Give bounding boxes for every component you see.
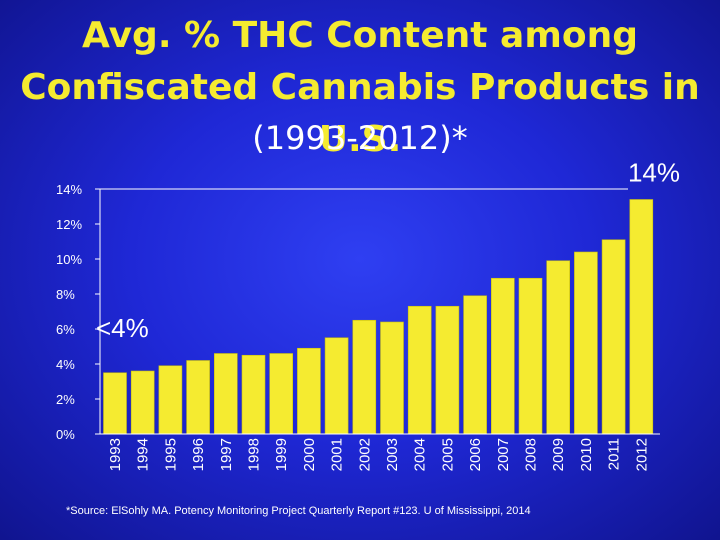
source-footnote: *Source: ElSohly MA. Potency Monitoring … — [66, 505, 531, 517]
y-tick-label: 10% — [56, 252, 82, 267]
bar-1993 — [103, 372, 127, 435]
x-tick-label: 1993 — [107, 438, 124, 471]
x-tick-label: 1996 — [190, 438, 207, 471]
bar-1995 — [158, 365, 183, 435]
annotation-label: 14% — [628, 157, 680, 187]
slide-title-line-1: Avg. % THC Content among — [82, 15, 638, 56]
slide-subtitle: (1993-2012)* — [252, 119, 468, 157]
x-tick-label: 2001 — [329, 438, 346, 471]
bar-2001 — [324, 337, 349, 435]
bar-2004 — [407, 305, 432, 435]
bar-2010 — [574, 251, 598, 435]
bar-2006 — [463, 295, 487, 435]
y-tick-label: 4% — [56, 357, 75, 372]
bar-2005 — [435, 305, 460, 435]
x-tick-label: 1998 — [246, 438, 263, 471]
y-tick-label: 0% — [56, 427, 75, 442]
y-tick-label: 12% — [56, 217, 82, 232]
x-tick-label: 2010 — [578, 438, 595, 471]
bar-1997 — [214, 353, 238, 435]
annotation-label: <4% — [96, 313, 149, 343]
x-tick-label: 2009 — [550, 438, 567, 471]
chart-annotations: <4% 14% — [96, 157, 680, 343]
x-axis-ticks: 1993 1994 1995 1996 1997 1998 1999 2000 2001 2002… — [107, 438, 650, 471]
bar-1994 — [130, 370, 155, 435]
bar-1996 — [186, 360, 210, 435]
x-tick-label: 2008 — [523, 438, 540, 471]
y-tick-label: 14% — [56, 182, 82, 197]
bar-1999 — [269, 353, 294, 435]
bar-2000 — [297, 347, 321, 435]
x-tick-label: 2007 — [495, 438, 512, 471]
bar-2009 — [546, 260, 571, 435]
bar-2012 — [629, 199, 654, 435]
x-tick-label: 2000 — [301, 438, 318, 471]
x-tick-label: 1999 — [273, 438, 290, 471]
x-tick-label: 2002 — [356, 438, 373, 471]
x-tick-label: 2004 — [412, 438, 429, 471]
bar-2007 — [490, 277, 515, 435]
x-tick-label: 2006 — [467, 438, 484, 471]
x-tick-label: 2012 — [633, 438, 650, 471]
x-tick-label: 2005 — [439, 438, 456, 471]
bar-series — [100, 199, 660, 435]
x-tick-label: 1994 — [135, 438, 152, 471]
y-axis-ticks: 0% 2% 4% 6% 8% 10% 12% 14% — [56, 182, 628, 442]
y-tick-label: 8% — [56, 287, 75, 302]
bar-2003 — [380, 321, 404, 435]
x-tick-label: 2003 — [384, 438, 401, 471]
bar-2008 — [518, 277, 543, 435]
slide-title-line-2: Confiscated Cannabis Products in U.S. — [20, 67, 700, 160]
bar-2002 — [352, 319, 377, 435]
y-tick-label: 2% — [56, 392, 75, 407]
bar-1998 — [241, 354, 266, 435]
x-tick-label: 1997 — [218, 438, 235, 471]
x-tick-label: 2011 — [606, 438, 623, 470]
x-tick-label: 1995 — [162, 438, 179, 471]
bar-2011 — [601, 239, 626, 435]
y-tick-label: 6% — [56, 322, 75, 337]
